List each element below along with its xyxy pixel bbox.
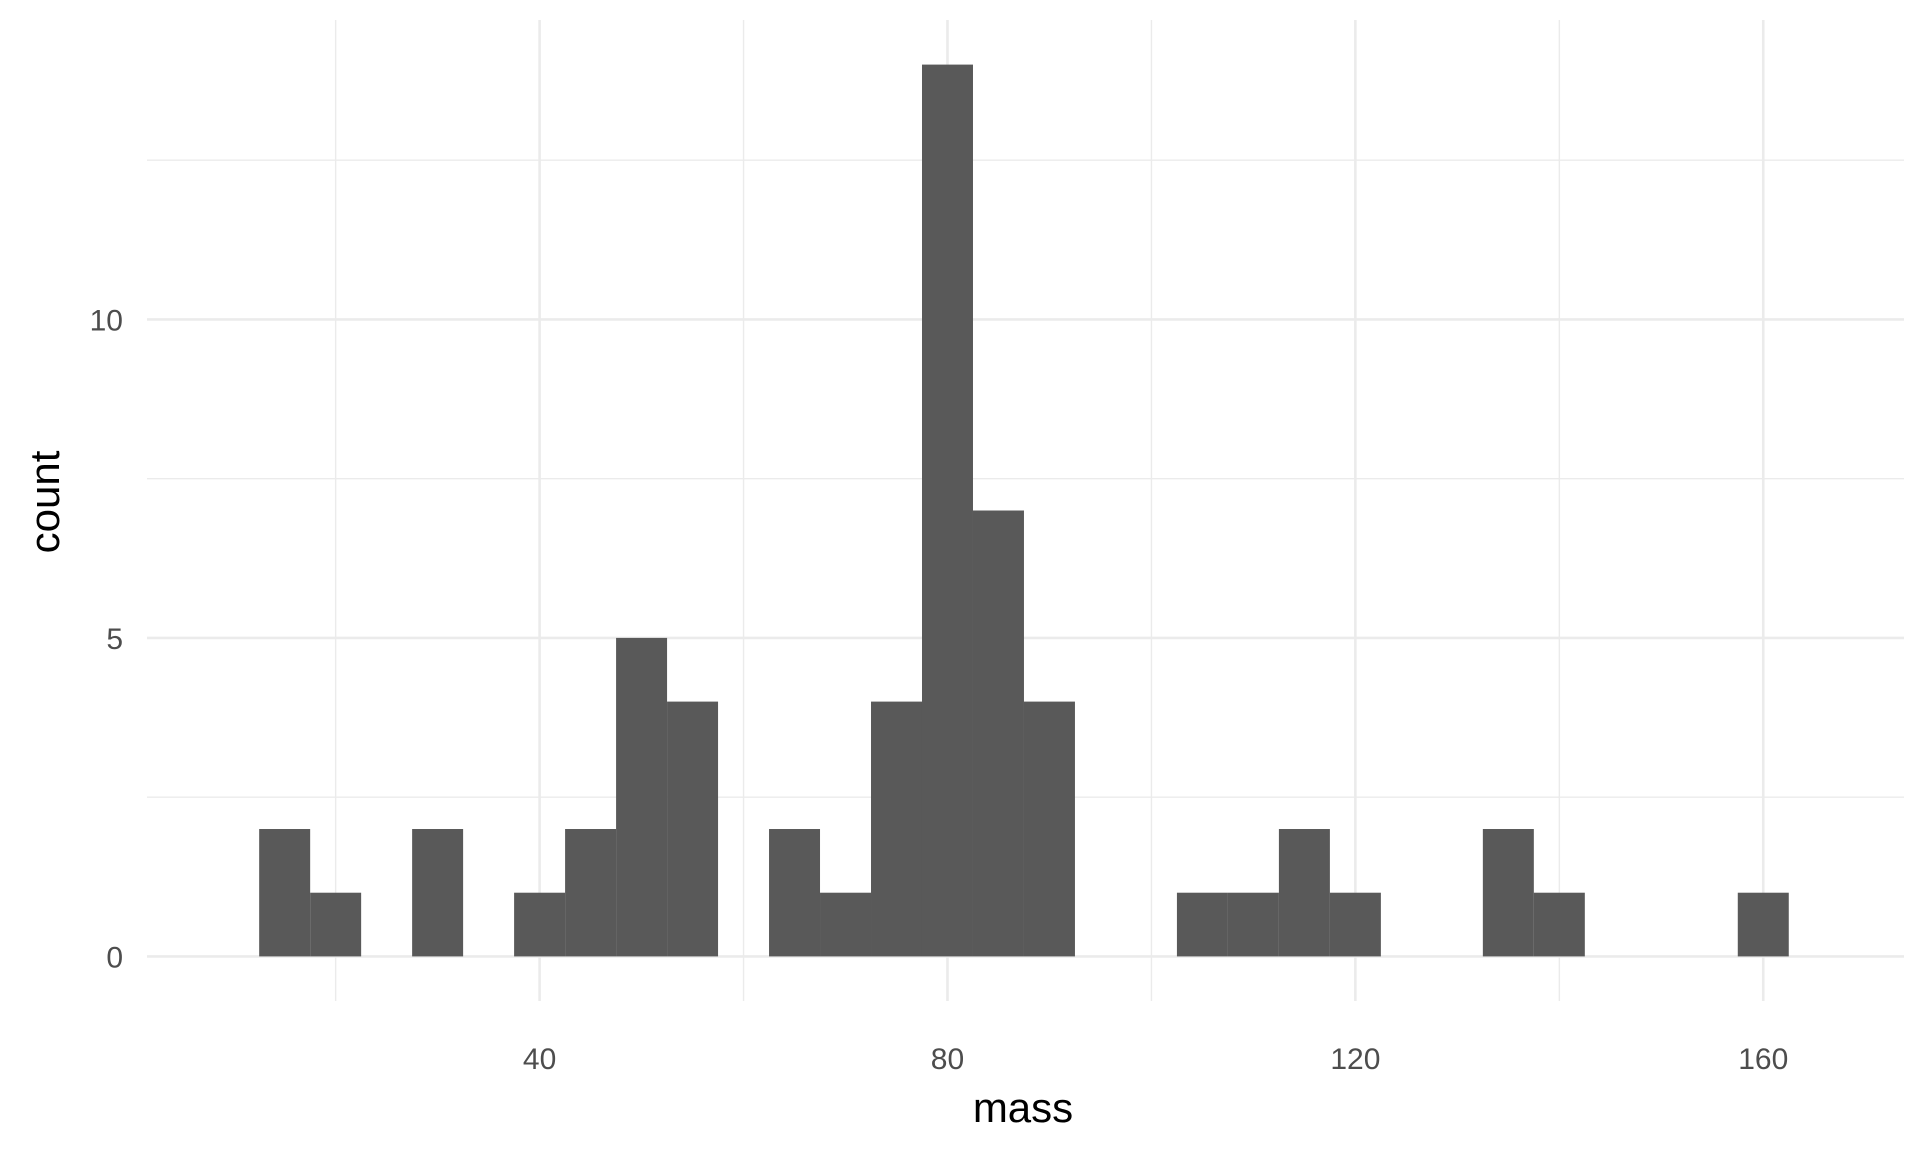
- histogram-bar: [820, 892, 872, 957]
- histogram-bar: [1737, 892, 1789, 957]
- x-axis-tick-labels: 40 80 120 160: [523, 1043, 1788, 1076]
- histogram-bar: [1227, 892, 1279, 957]
- histogram-bars: [259, 64, 1789, 957]
- y-axis-title: count: [21, 450, 68, 553]
- y-tick-label: 5: [106, 623, 123, 656]
- histogram-bar: [1482, 829, 1534, 957]
- histogram-bar: [514, 892, 566, 957]
- histogram-bar: [310, 892, 362, 957]
- x-tick-label: 120: [1330, 1043, 1380, 1076]
- x-tick-label: 40: [523, 1043, 556, 1076]
- histogram-bar: [667, 701, 719, 957]
- x-tick-label: 160: [1738, 1043, 1788, 1076]
- histogram-bar: [1023, 701, 1075, 957]
- x-tick-label: 80: [931, 1043, 964, 1076]
- histogram-bar: [921, 64, 973, 957]
- histogram-bar: [412, 829, 464, 957]
- y-tick-label: 10: [90, 304, 123, 337]
- histogram-bar: [871, 701, 922, 957]
- y-axis-tick-labels: 0 5 10: [90, 304, 123, 974]
- histogram-bar: [1278, 829, 1330, 957]
- histogram-bar: [259, 829, 311, 957]
- histogram-bar: [565, 829, 617, 957]
- histogram-bar: [972, 510, 1024, 957]
- histogram-bar: [1176, 892, 1228, 957]
- histogram-bar: [769, 829, 821, 957]
- histogram-bar: [1533, 892, 1585, 957]
- histogram-bar: [616, 637, 668, 957]
- y-tick-label: 0: [106, 941, 123, 974]
- histogram-bar: [1329, 892, 1381, 957]
- x-axis-title: mass: [973, 1084, 1073, 1131]
